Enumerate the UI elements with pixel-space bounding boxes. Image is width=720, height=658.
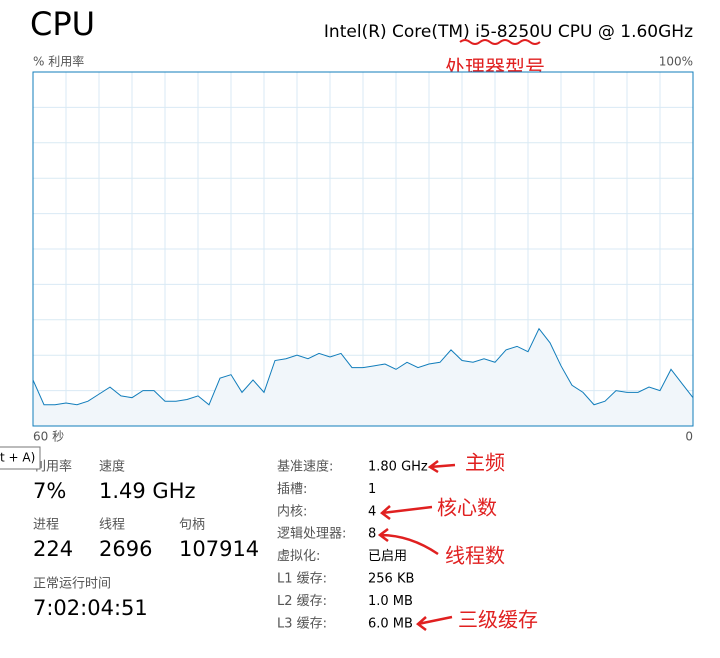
annotation: 主频: [465, 451, 505, 475]
details: 基准速度: 1.80 GHz 插槽: 1 内核: 4 逻辑处理器: 8 虚拟化: 已启用 L1 缓存…: [277, 459, 428, 632]
area: [33, 328, 693, 426]
detail-label: 内核:: [277, 503, 307, 519]
detail-value: 6.0 MB: [368, 616, 413, 631]
stat-value: 1.49 GHz: [99, 479, 196, 503]
tooltip: t + A): [0, 451, 35, 465]
stat-value: 7:02:04:51: [33, 596, 148, 620]
stat-label: 正常运行时间: [33, 577, 111, 592]
x-start-label: 60 秒: [33, 430, 64, 444]
stat-label: 利用率: [33, 459, 72, 475]
y-max-label: 100%: [659, 55, 693, 69]
line: [32, 327, 694, 406]
tooltip-box: [0, 446, 41, 470]
detail-value: 4: [368, 504, 376, 519]
detail-label: L3 缓存:: [277, 616, 327, 631]
stat-value: 224: [33, 537, 73, 561]
annotation: 三级缓存: [458, 608, 538, 632]
detail-label: L2 缓存:: [277, 594, 327, 609]
detail-value: 8: [368, 527, 376, 542]
detail-value: 1: [368, 482, 376, 497]
arrows: [377, 460, 456, 631]
detail-value: 256 KB: [368, 572, 414, 587]
x-end-label: 0: [685, 430, 693, 444]
graph-border: [32, 71, 694, 427]
stat-label: 速度: [99, 459, 125, 475]
detail-value: 1.80 GHz: [368, 460, 428, 475]
stats: 利用率 7% 速度 1.49 GHz 进程 224 线程 2696 句柄 107914 正常运行时间…: [33, 459, 259, 621]
processor-name: Intel(R) Core(TM) i5-8250U CPU @ 1.60GHz: [324, 22, 693, 42]
stat-label: 进程: [33, 518, 59, 533]
stat-value: 107914: [179, 537, 259, 561]
detail-value: 1.0 MB: [368, 594, 413, 609]
detail-label: L1 缓存:: [277, 572, 327, 587]
stat-label: 句柄: [179, 518, 205, 533]
title: CPU: [30, 5, 95, 43]
stat-value: 7%: [33, 479, 66, 503]
detail-value: 已启用: [368, 549, 407, 564]
stat-label: 线程: [99, 518, 125, 533]
detail-label: 插槽:: [277, 482, 307, 497]
detail-label: 虚拟化:: [277, 549, 320, 564]
annotation: 核心数: [437, 496, 497, 520]
detail-label: 基准速度:: [277, 459, 333, 475]
detail-label: 逻辑处理器:: [277, 527, 346, 542]
graph: [32, 71, 694, 427]
y-label: % 利用率: [33, 54, 84, 69]
annotation: 线程数: [445, 544, 505, 568]
underline: [459, 39, 541, 45]
stat-value: 2696: [99, 537, 152, 561]
